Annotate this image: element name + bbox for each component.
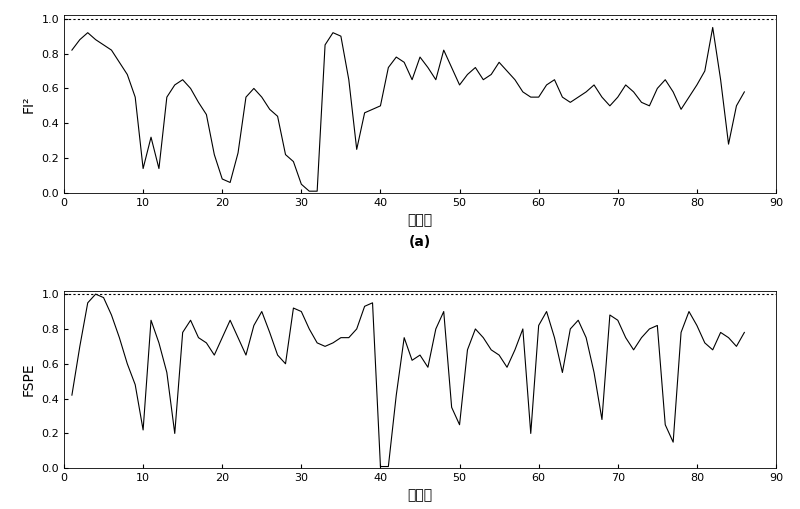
- X-axis label: 采样点: 采样点: [407, 213, 433, 228]
- Y-axis label: FSPE: FSPE: [22, 362, 36, 397]
- Text: (a): (a): [409, 235, 431, 249]
- X-axis label: 采样点: 采样点: [407, 489, 433, 503]
- Y-axis label: FI²: FI²: [22, 95, 36, 113]
